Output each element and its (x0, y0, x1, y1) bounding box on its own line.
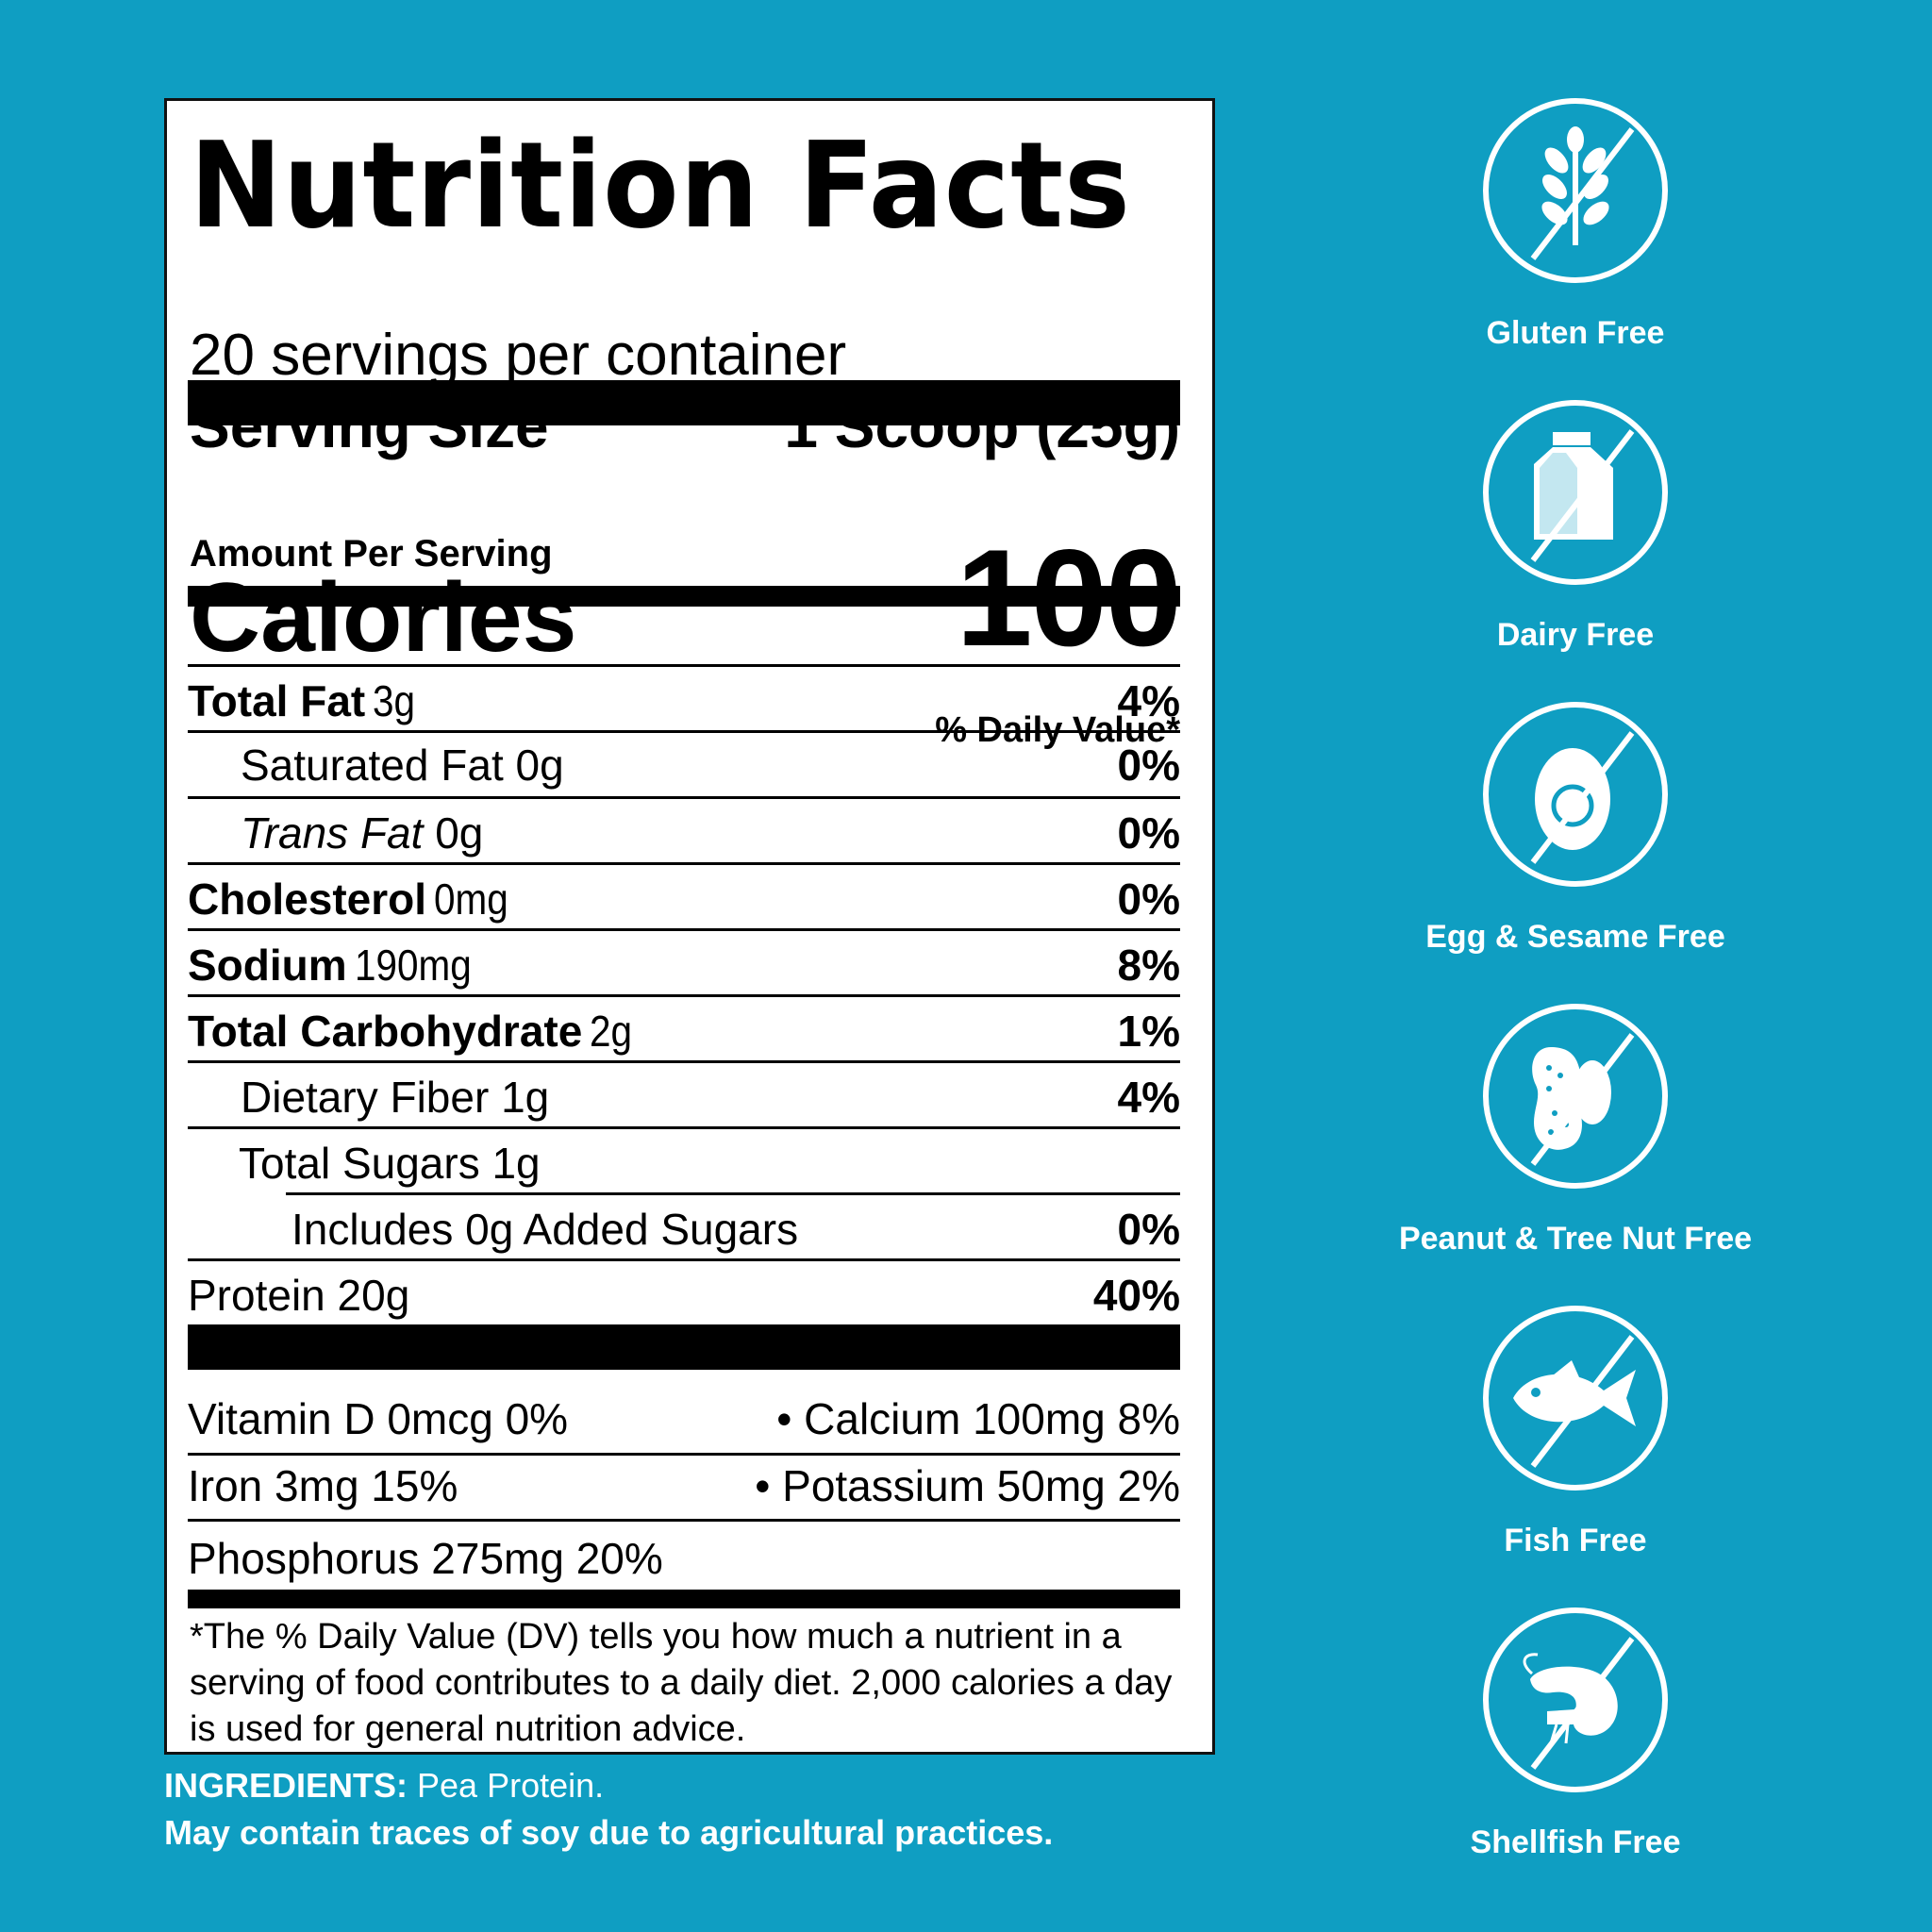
daily-value-footnote: *The % Daily Value (DV) tells you how mu… (190, 1617, 1173, 1749)
medium-divider (188, 586, 1180, 607)
wheat-icon (1483, 98, 1668, 283)
nutrient-dv: 1% (1117, 1006, 1180, 1056)
nutrient-row: Cholesterol 0mg 0% (188, 862, 1180, 928)
egg-icon (1483, 702, 1668, 887)
nutrient-dv: 8% (1117, 940, 1180, 990)
nutrient-name: Total Carbohydrate (188, 1006, 583, 1056)
vitamin-row: Iron 3mg 15% • Potassium 50mg 2% (188, 1453, 1180, 1519)
nutrient-name: Trans Fat (241, 808, 424, 858)
nutrient-row: Total Sugars 1g (188, 1126, 1180, 1192)
nutrient-name: Cholesterol (188, 874, 427, 924)
nutrient-name: Saturated Fat 0g (241, 741, 564, 790)
ingredients-block: INGREDIENTS: Pea Protein. May contain tr… (164, 1766, 1053, 1853)
nutrient-name: Dietary Fiber 1g (241, 1072, 550, 1122)
nutrient-amount: 0mg (434, 874, 508, 924)
nutrient-row: Total Carbohydrate 2g 1% (188, 994, 1180, 1060)
nutrient-dv: 0% (1117, 741, 1180, 790)
badge-peanut-free: Peanut & Tree Nut Free (1292, 1002, 1858, 1257)
vitamin-left: Vitamin D 0mcg 0% (188, 1394, 569, 1443)
nutrient-amount: 0g (435, 808, 484, 858)
badge-label: Peanut & Tree Nut Free (1398, 1221, 1753, 1257)
row-divider (188, 1519, 1180, 1522)
row-divider (188, 730, 1180, 733)
nutrient-dv: 0% (1117, 874, 1180, 924)
peanut-icon (1483, 1004, 1668, 1189)
nutrient-amount: 2g (590, 1006, 633, 1056)
badge-label: Egg & Sesame Free (1425, 919, 1725, 955)
nutrient-row: Trans Fat 0g 0% (188, 796, 1180, 862)
ingredients-value: Pea Protein. (408, 1766, 605, 1805)
nutrient-dv: 4% (1117, 675, 1180, 725)
milk-carton-icon (1483, 400, 1668, 585)
badge-label: Dairy Free (1496, 617, 1655, 653)
badge-label: Shellfish Free (1470, 1824, 1681, 1860)
amount-per-serving: Amount Per Serving (190, 533, 553, 575)
nutrient-name: Total Fat (188, 675, 366, 725)
nutrient-name: Total Sugars 1g (239, 1138, 541, 1188)
nutrient-row: Protein 20g 40% (188, 1258, 1180, 1324)
nutrient-row: Total Fat 3g 4% (188, 664, 1180, 730)
thick-divider (188, 380, 1180, 425)
nutrient-dv: 0% (1117, 808, 1180, 858)
nutrient-row: Saturated Fat 0g 0% (188, 730, 1180, 796)
fish-icon (1483, 1306, 1668, 1491)
shrimp-icon (1483, 1607, 1668, 1792)
badge-gluten-free: Gluten Free (1292, 96, 1858, 352)
allergen-note: May contain traces of soy due to agricul… (164, 1813, 1054, 1852)
vitamin-right: • Calcium 100mg 8% (776, 1394, 1180, 1443)
vitamin-left: Phosphorus 275mg 20% (188, 1534, 663, 1583)
row-divider (188, 1453, 1180, 1456)
servings-per-container: 20 servings per container (190, 323, 847, 388)
nutrient-row: Includes 0g Added Sugars 0% (286, 1192, 1180, 1258)
badge-label: Fish Free (1504, 1523, 1647, 1558)
vitamin-left: Iron 3mg 15% (188, 1461, 458, 1510)
badge-label: Gluten Free (1486, 315, 1665, 351)
nutrient-dv: 4% (1117, 1072, 1180, 1122)
thick-divider (188, 1324, 1180, 1370)
vitamin-right: • Potassium 50mg 2% (755, 1461, 1180, 1510)
label-title: Nutrition Facts (190, 116, 1131, 255)
vitamin-row: Phosphorus 275mg 20% (188, 1525, 1180, 1591)
nutrient-dv: 0% (1117, 1204, 1180, 1254)
badge-shellfish-free: Shellfish Free (1292, 1606, 1858, 1861)
nutrient-amount: 190mg (354, 940, 472, 990)
nutrient-amount: 3g (373, 675, 416, 725)
vitamin-row: Vitamin D 0mcg 0% • Calcium 100mg 8% (188, 1386, 1180, 1452)
medium-divider (188, 1590, 1180, 1608)
badge-egg-sesame-free: Egg & Sesame Free (1292, 700, 1858, 956)
calories-label: Calories (190, 563, 577, 673)
nutrient-name: Protein 20g (188, 1270, 410, 1320)
ingredients-label: INGREDIENTS: (164, 1766, 408, 1805)
nutrient-row: Dietary Fiber 1g 4% (188, 1060, 1180, 1126)
nutrient-name: Includes 0g Added Sugars (291, 1204, 799, 1254)
nutrient-name: Sodium (188, 940, 347, 990)
badge-dairy-free: Dairy Free (1292, 398, 1858, 654)
badge-fish-free: Fish Free (1292, 1304, 1858, 1559)
nutrient-row: Sodium 190mg 8% (188, 928, 1180, 994)
nutrition-facts-label: Nutrition Facts 20 servings per containe… (164, 98, 1215, 1755)
nutrient-dv: 40% (1092, 1270, 1180, 1320)
